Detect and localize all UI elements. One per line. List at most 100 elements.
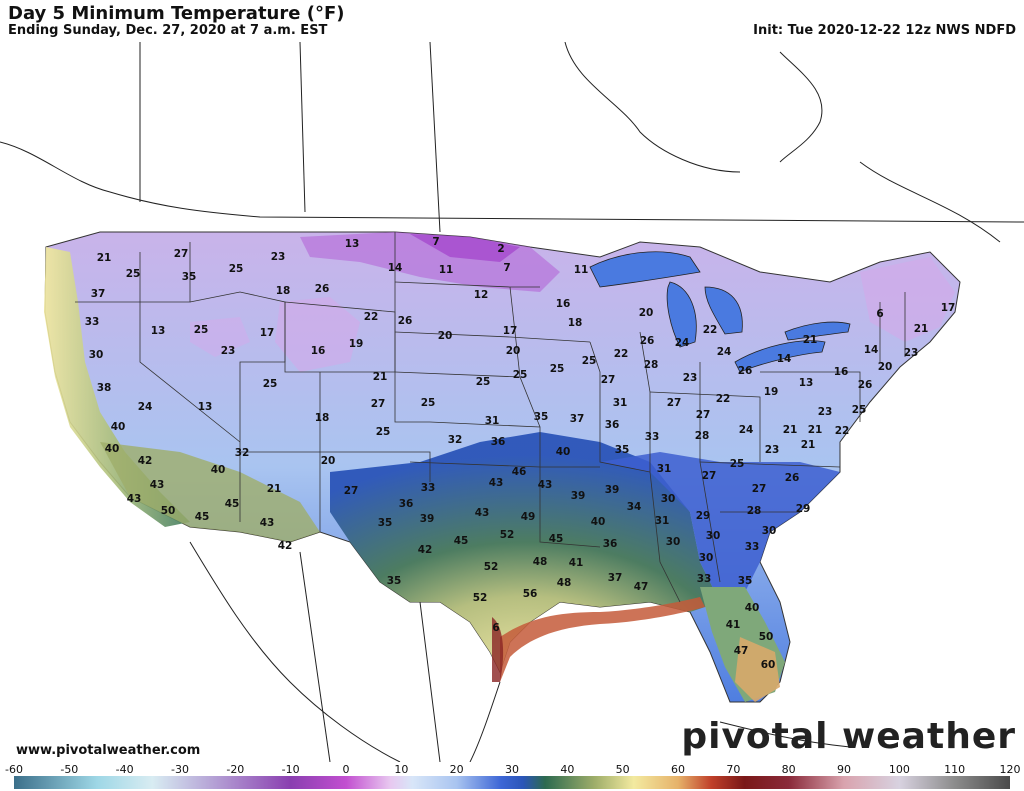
temperature-label: 45 xyxy=(549,533,564,545)
temperature-label: 38 xyxy=(97,382,112,394)
temperature-label: 46 xyxy=(512,466,527,478)
temperature-label: 26 xyxy=(640,335,655,347)
temperature-label: 27 xyxy=(752,483,767,495)
temperature-label: 11 xyxy=(574,264,589,276)
temperature-label: 27 xyxy=(601,374,616,386)
temperature-label: 13 xyxy=(151,325,166,337)
temperature-label: 47 xyxy=(734,645,749,657)
website-url: www.pivotalweather.com xyxy=(16,743,201,758)
temperature-label: 20 xyxy=(639,307,654,319)
colorbar-tick-label: 30 xyxy=(505,763,519,776)
colorbar: -60 -50 -40 -30 -20 -10 0 10 20 30 40 50 60 70 80 90 100… xyxy=(0,763,1024,791)
temperature-label: 23 xyxy=(271,251,286,263)
temperature-label: 26 xyxy=(858,379,873,391)
temperature-label: 35 xyxy=(534,411,549,423)
temperature-label: 21 xyxy=(914,323,929,335)
temperature-label: 26 xyxy=(398,315,413,327)
temperature-label: 20 xyxy=(878,361,893,373)
temperature-label: 25 xyxy=(421,397,436,409)
temperature-label: 39 xyxy=(571,490,586,502)
colorbar-tick-label: 50 xyxy=(615,763,630,776)
temperature-label: 35 xyxy=(387,575,402,587)
temperature-label: 25 xyxy=(194,324,209,336)
temperature-label: 19 xyxy=(764,386,779,398)
valid-time: Ending Sunday, Dec. 27, 2020 at 7 a.m. E… xyxy=(8,23,328,38)
temperature-label: 27 xyxy=(371,398,386,410)
temperature-label: 33 xyxy=(85,316,100,328)
temperature-label: 33 xyxy=(697,573,712,585)
temperature-label: 18 xyxy=(568,317,583,329)
temperature-label: 25 xyxy=(730,458,745,470)
temperature-label: 33 xyxy=(645,431,660,443)
temperature-label: 30 xyxy=(666,536,681,548)
colorbar-tick-label: 10 xyxy=(394,763,409,776)
temperature-label: 18 xyxy=(315,412,330,424)
temperature-label: 25 xyxy=(852,404,867,416)
temperature-label: 40 xyxy=(556,446,571,458)
temperature-label: 35 xyxy=(738,575,753,587)
temperature-label: 22 xyxy=(835,425,850,437)
temperature-label: 30 xyxy=(699,552,714,564)
temperature-label: 30 xyxy=(89,349,104,361)
temperature-label: 42 xyxy=(138,455,153,467)
temperature-label: 14 xyxy=(864,344,879,356)
temperature-label: 40 xyxy=(745,602,760,614)
temperature-label: 21 xyxy=(803,334,818,346)
temperature-label: 30 xyxy=(661,493,676,505)
temperature-label: 45 xyxy=(195,511,210,523)
init-time: Init: Tue 2020-12-22 12z NWS NDFD xyxy=(753,23,1016,38)
temperature-label: 22 xyxy=(614,348,629,360)
temperature-label: 45 xyxy=(225,498,240,510)
temperature-label: 16 xyxy=(311,345,326,357)
temperature-label: 47 xyxy=(634,581,649,593)
temperature-label: 31 xyxy=(613,397,628,409)
colorbar-tick-label: -50 xyxy=(60,763,79,776)
temperature-label: 43 xyxy=(489,477,504,489)
temperature-label: 17 xyxy=(503,325,518,337)
temperature-label: 27 xyxy=(702,470,717,482)
temperature-label: 22 xyxy=(716,393,731,405)
colorbar-tick-label: -20 xyxy=(226,763,245,776)
temperature-label: 25 xyxy=(263,378,278,390)
temperature-label: 52 xyxy=(500,529,515,541)
temperature-label: 27 xyxy=(667,397,682,409)
temperature-label: 50 xyxy=(161,505,176,517)
canada-outline xyxy=(0,42,1024,243)
temperature-label: 14 xyxy=(777,353,792,365)
colorbar-tick-label: 120 xyxy=(999,763,1021,776)
temperature-label: 48 xyxy=(533,556,548,568)
colorbar-tick-label: 60 xyxy=(671,763,685,776)
colorbar-tick-label: 20 xyxy=(449,763,464,776)
temperature-label: 43 xyxy=(538,479,553,491)
temperature-label: 60 xyxy=(761,659,776,671)
temperature-label: 24 xyxy=(138,401,153,413)
temperature-label: 2 xyxy=(497,243,504,255)
temperature-label: 42 xyxy=(418,544,433,556)
temperature-label: 23 xyxy=(221,345,236,357)
temperature-label: 25 xyxy=(550,363,565,375)
temperature-label: 40 xyxy=(591,516,606,528)
temperature-label: 52 xyxy=(473,592,488,604)
temperature-label: 45 xyxy=(454,535,469,547)
temperature-label: 23 xyxy=(765,444,780,456)
temperature-label: 29 xyxy=(796,503,811,515)
temperature-label: 39 xyxy=(420,513,435,525)
temperature-label: 20 xyxy=(506,345,521,357)
map-title: Day 5 Minimum Temperature (°F) xyxy=(8,3,345,24)
temperature-label: 28 xyxy=(747,505,762,517)
temperature-label: 36 xyxy=(605,419,620,431)
colorbar-tick-label: 100 xyxy=(888,763,910,776)
temperature-label: 25 xyxy=(376,426,391,438)
temperature-label: 16 xyxy=(556,298,571,310)
temperature-label: 37 xyxy=(91,288,106,300)
temperature-label: 13 xyxy=(345,238,360,250)
temperature-label: 43 xyxy=(475,507,490,519)
temperature-label: 31 xyxy=(485,415,500,427)
colorbar-tick-label: -60 xyxy=(5,763,23,776)
temperature-label: 30 xyxy=(762,525,777,537)
temperature-label: 17 xyxy=(260,327,275,339)
temperature-label: 24 xyxy=(739,424,754,436)
temperature-label: 52 xyxy=(484,561,499,573)
